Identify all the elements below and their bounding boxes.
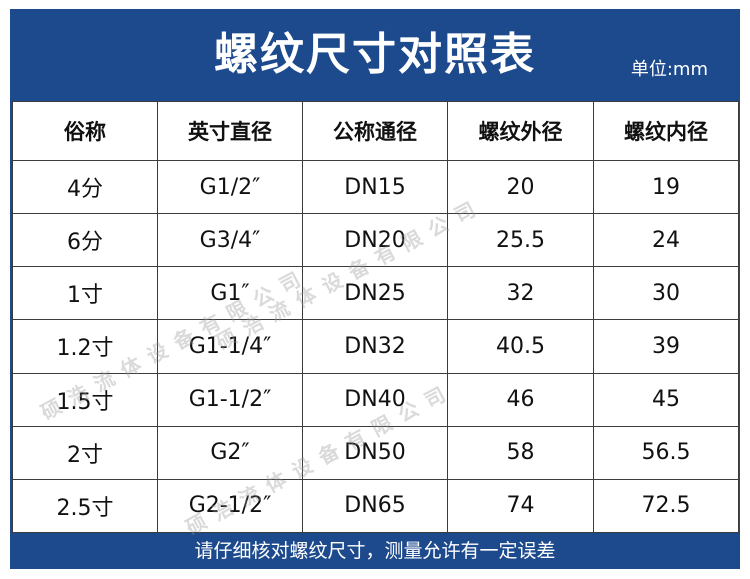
column-header: 英寸直径	[157, 101, 303, 161]
table-cell: 30	[593, 266, 739, 321]
table-header-row: 俗称 英寸直径 公称通径 螺纹外径 螺纹内径	[12, 101, 739, 161]
table-cell: DN20	[302, 213, 448, 268]
table-cell: DN32	[302, 319, 448, 374]
table-cell: 46	[447, 372, 594, 427]
table-cell: 24	[593, 213, 739, 268]
column-header: 公称通径	[302, 101, 448, 161]
table-cell: 25.5	[447, 213, 594, 268]
table-cell: DN15	[302, 159, 448, 215]
table-cell: 1.5寸	[12, 372, 158, 427]
column-header: 螺纹外径	[447, 101, 594, 161]
table-cell: 39	[593, 319, 739, 374]
table-cell: G3/4″	[157, 213, 303, 268]
table-cell: 58	[447, 425, 594, 480]
table-cell: G2-1/2″	[157, 478, 303, 534]
table-cell: 20	[447, 159, 594, 215]
thread-size-table: 俗称 英寸直径 公称通径 螺纹外径 螺纹内径 4分 G1/2″ DN15 20 …	[12, 101, 739, 534]
table-cell: 2.5寸	[12, 478, 158, 534]
table-cell: 1寸	[12, 266, 158, 321]
table-cell: DN40	[302, 372, 448, 427]
table-cell: G1″	[157, 266, 303, 321]
table-row: 2.5寸 G2-1/2″ DN65 74 72.5	[12, 478, 739, 534]
table-row: 1.5寸 G1-1/2″ DN40 46 45	[12, 372, 739, 427]
table-cell: 32	[447, 266, 594, 321]
table-cell: 19	[593, 159, 739, 215]
table-cell: 45	[593, 372, 739, 427]
chart-frame: 螺纹尺寸对照表 单位:mm 俗称 英寸直径 公称通径 螺纹外径 螺纹内径 4分 …	[10, 9, 740, 569]
table-cell: 2寸	[12, 425, 158, 480]
table-cell: 6分	[12, 213, 158, 268]
table-cell: 74	[447, 478, 594, 534]
table-row: 2寸 G2″ DN50 58 56.5	[12, 425, 739, 480]
table-row: 1.2寸 G1-1/4″ DN32 40.5 39	[12, 319, 739, 374]
footer-note: 请仔细核对螺纹尺寸，测量允许有一定误差	[194, 540, 556, 562]
table-row: 1寸 G1″ DN25 32 30	[12, 266, 739, 321]
table-cell: 4分	[12, 159, 158, 215]
unit-label: 单位:mm	[630, 59, 708, 80]
table-cell: DN50	[302, 425, 448, 480]
table-cell: G2″	[157, 425, 303, 480]
table-cell: G1-1/2″	[157, 372, 303, 427]
table-cell: 1.2寸	[12, 319, 158, 374]
table-cell: 72.5	[593, 478, 739, 534]
table-cell: G1-1/4″	[157, 319, 303, 374]
page-title: 螺纹尺寸对照表	[214, 29, 536, 80]
table-row: 4分 G1/2″ DN15 20 19	[12, 159, 739, 215]
column-header: 螺纹内径	[593, 101, 739, 161]
table-cell: DN25	[302, 266, 448, 321]
column-header: 俗称	[12, 101, 158, 161]
table-row: 6分 G3/4″ DN20 25.5 24	[12, 213, 739, 268]
table-cell: 40.5	[447, 319, 594, 374]
table-cell: DN65	[302, 478, 448, 534]
header: 螺纹尺寸对照表 单位:mm	[10, 9, 740, 101]
table-cell: 56.5	[593, 425, 739, 480]
table-cell: G1/2″	[157, 159, 303, 215]
